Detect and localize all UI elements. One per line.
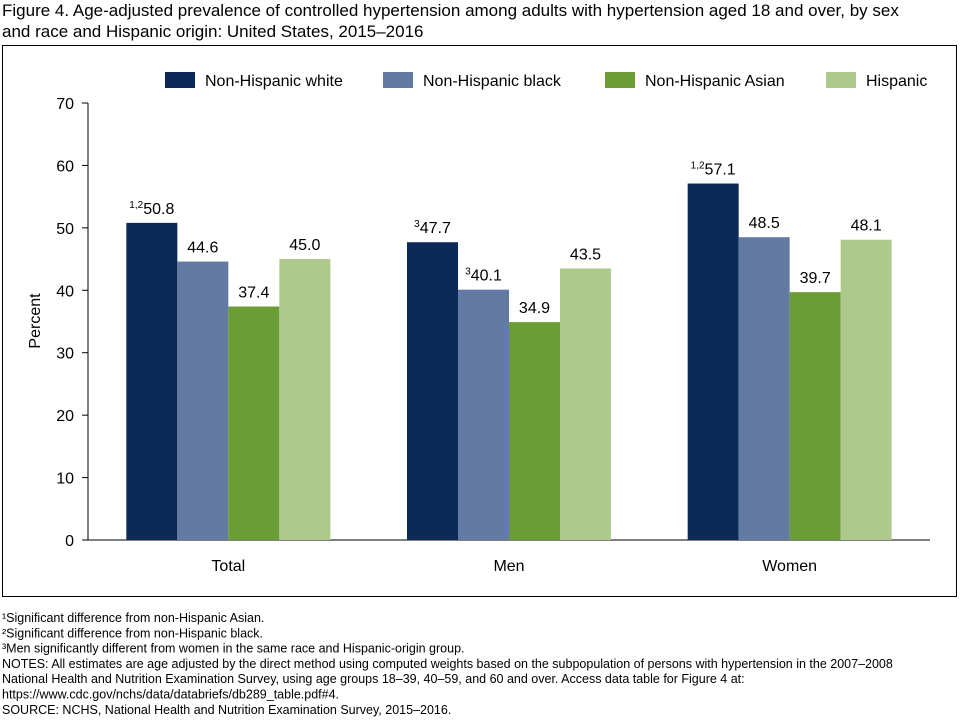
y-tick-label: 60 [56,158,74,175]
footnote: NOTES: All estimates are age adjusted by… [2,657,893,671]
value-label-group: 347.7 [414,219,451,237]
legend-swatch [605,72,635,88]
value-label: 40.1 [471,268,502,285]
y-tick-label: 40 [56,283,74,300]
legend-label: Hispanic [866,73,927,90]
value-label-note: 3 [465,267,471,278]
y-tick-label: 30 [56,346,74,363]
value-label-group: 1,250.8 [129,200,174,218]
y-tick-label: 20 [56,408,74,425]
value-label-group: 43.5 [570,246,601,263]
legend-swatch [165,72,195,88]
bar [789,292,841,540]
value-label-group: 34.9 [519,300,550,317]
y-tick-label: 0 [65,533,74,550]
bar [840,239,892,540]
value-label-group: 44.6 [187,240,218,257]
bar [279,259,331,540]
value-label-group: 1,257.1 [691,161,736,179]
value-label-group: 45.0 [289,237,320,254]
value-label-note: 1,2 [129,200,143,211]
x-tick-label: Total [211,558,245,575]
chart-title: and race and Hispanic origin: United Sta… [2,22,424,41]
bar [687,183,739,541]
value-label: 43.5 [570,246,601,263]
footnote: ³Men significantly different from women … [2,642,465,656]
legend-swatch [383,72,413,88]
value-label: 34.9 [519,300,550,317]
value-label: 37.4 [238,285,269,302]
chart-frame [2,45,957,597]
y-axis-label: Percent [27,293,44,349]
y-tick-label: 10 [56,471,74,488]
footnote: ²Significant difference from non-Hispani… [2,626,263,640]
bar [458,289,509,540]
bar [228,306,280,540]
value-label: 48.1 [851,218,882,235]
footnote: https://www.cdc.gov/nchs/data/databriefs… [2,688,339,702]
bar [560,268,611,540]
value-label-group: 48.1 [851,218,882,235]
value-label-group: 37.4 [238,285,269,302]
x-tick-label: Men [493,558,524,575]
legend-label: Non-Hispanic Asian [645,73,785,90]
legend-swatch [826,72,856,88]
value-label: 48.5 [749,215,780,232]
footnote: National Health and Nutrition Examinatio… [2,672,745,686]
value-label-group: 340.1 [465,267,502,285]
bar [407,242,458,541]
y-tick-label: 70 [56,96,74,113]
value-label-group: 48.5 [749,215,780,232]
bar [738,237,790,540]
value-label: 45.0 [289,237,320,254]
legend-label: Non-Hispanic white [205,73,343,90]
bar [509,322,560,540]
value-label: 50.8 [143,201,174,218]
value-label: 57.1 [705,162,736,179]
value-label: 39.7 [800,270,831,287]
value-label: 47.7 [420,220,451,237]
x-tick-label: Women [762,558,817,575]
footnote: ¹Significant difference from non-Hispani… [2,611,264,625]
bar [126,222,178,540]
value-label-note: 3 [414,219,420,230]
value-label-note: 1,2 [691,161,705,172]
legend-label: Non-Hispanic black [423,73,562,90]
footnote: SOURCE: NCHS, National Health and Nutrit… [2,703,451,717]
value-label: 44.6 [187,240,218,257]
value-label-group: 39.7 [800,270,831,287]
chart-title: Figure 4. Age-adjusted prevalence of con… [2,1,899,20]
bar [177,261,229,540]
y-tick-label: 50 [56,221,74,238]
